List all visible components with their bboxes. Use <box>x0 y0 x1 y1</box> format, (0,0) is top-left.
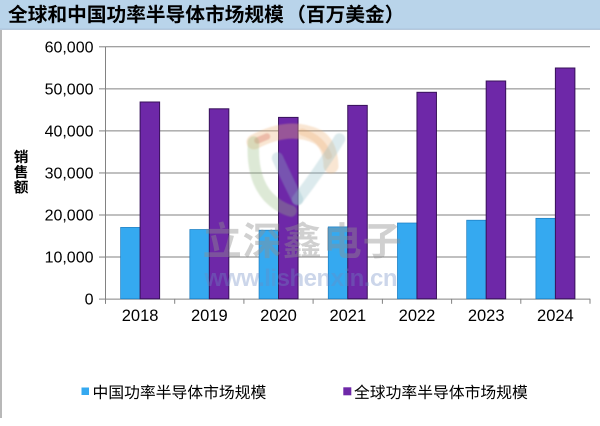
svg-text:40,000: 40,000 <box>45 123 94 140</box>
svg-text:www.lishenxin.cn: www.lishenxin.cn <box>204 265 397 292</box>
svg-text:30,000: 30,000 <box>45 165 94 182</box>
svg-text:2019: 2019 <box>191 307 228 325</box>
svg-text:2023: 2023 <box>468 307 505 325</box>
svg-text:60,000: 60,000 <box>45 39 94 56</box>
svg-text:2018: 2018 <box>122 307 159 325</box>
svg-text:2021: 2021 <box>329 307 366 325</box>
svg-text:2024: 2024 <box>537 307 574 325</box>
svg-text:50,000: 50,000 <box>45 81 94 98</box>
svg-text:2020: 2020 <box>260 307 297 325</box>
svg-text:0: 0 <box>85 292 94 309</box>
svg-text:20,000: 20,000 <box>45 208 94 225</box>
svg-text:2022: 2022 <box>399 307 436 325</box>
svg-text:10,000: 10,000 <box>45 250 94 267</box>
